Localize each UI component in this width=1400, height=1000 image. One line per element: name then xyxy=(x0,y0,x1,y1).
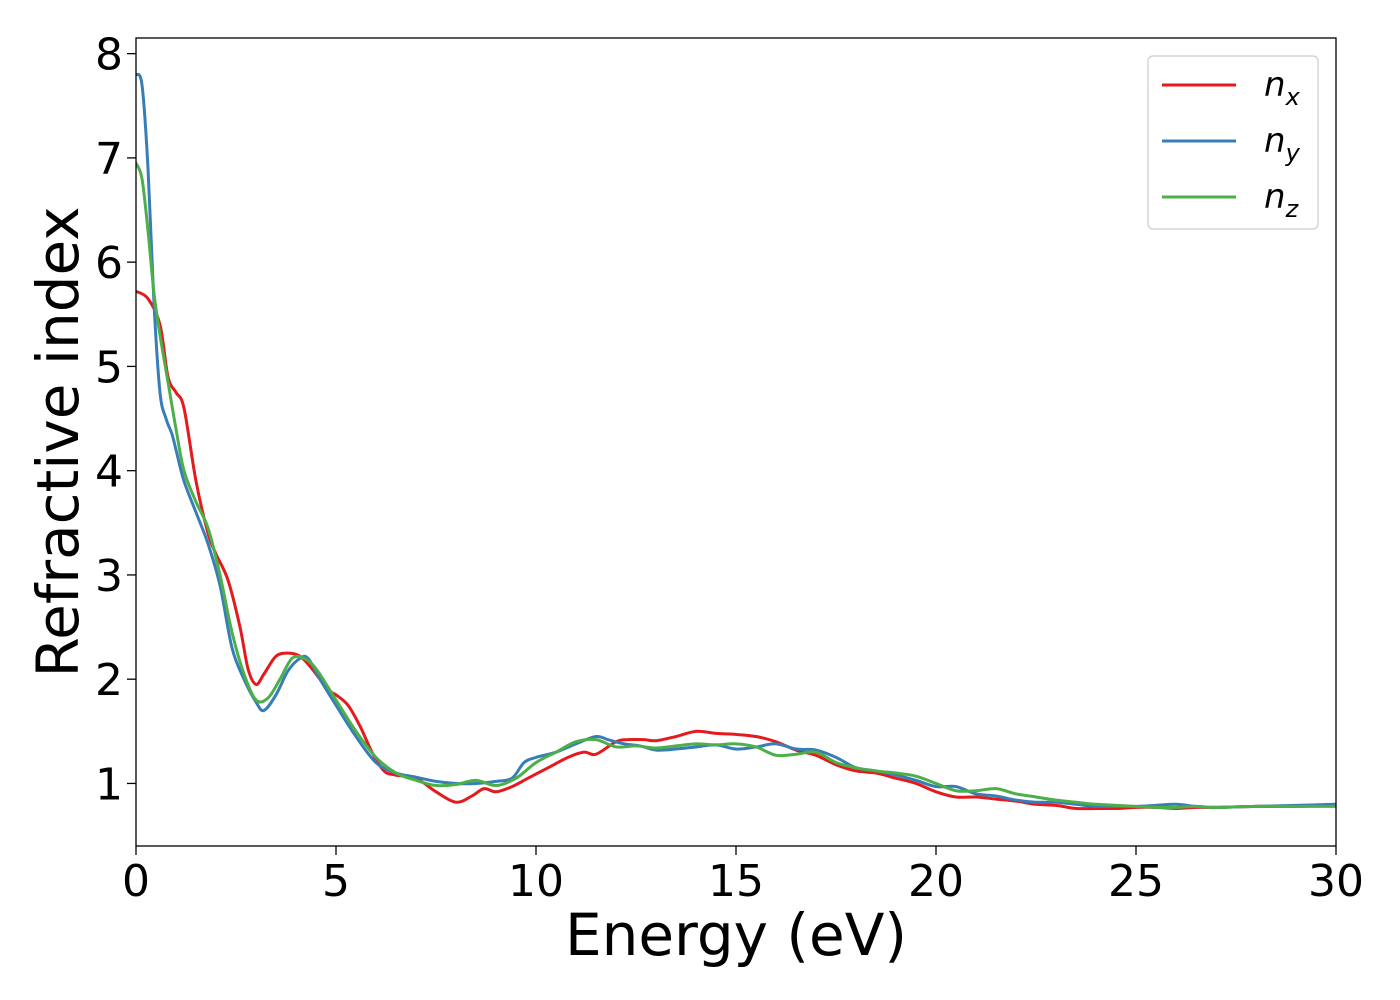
legend-label-symbol: n xyxy=(1264,177,1286,217)
y-axis-title: Refractive index xyxy=(24,206,92,677)
legend-label-subscript: y xyxy=(1285,139,1301,167)
legend-label-ny: ny xyxy=(1264,121,1301,167)
x-tick-label: 0 xyxy=(122,856,150,907)
x-tick-label: 20 xyxy=(908,856,964,907)
x-tick-label: 30 xyxy=(1308,856,1364,907)
y-tick-label: 5 xyxy=(95,342,123,393)
legend-label-nz: nz xyxy=(1264,177,1300,223)
series-layer xyxy=(136,72,1336,811)
series-line-nx xyxy=(136,289,1336,811)
x-axis-title: Energy (eV) xyxy=(565,901,907,969)
y-tick-label: 3 xyxy=(95,551,123,602)
x-tick-label: 25 xyxy=(1108,856,1164,907)
legend-label-nx: nx xyxy=(1264,65,1301,111)
y-tick-label: 8 xyxy=(95,30,123,81)
legend-label-symbol: n xyxy=(1264,65,1286,105)
legend-label-subscript: z xyxy=(1285,195,1300,223)
x-axis: 0 5 10 15 20 25 30 xyxy=(122,846,1364,907)
y-tick-label: 6 xyxy=(95,238,123,289)
x-tick-label: 15 xyxy=(708,856,764,907)
y-tick-label: 4 xyxy=(95,447,123,498)
series-line-nz xyxy=(136,161,1336,810)
y-tick-label: 1 xyxy=(95,759,123,810)
y-tick-label: 2 xyxy=(95,655,123,706)
y-axis: 1 2 3 4 5 6 7 8 xyxy=(95,30,136,810)
x-tick-label: 5 xyxy=(322,856,350,907)
legend-label-subscript: x xyxy=(1285,83,1301,111)
x-tick-label: 10 xyxy=(508,856,564,907)
legend-label-symbol: n xyxy=(1264,121,1286,161)
y-tick-label: 7 xyxy=(95,134,123,185)
